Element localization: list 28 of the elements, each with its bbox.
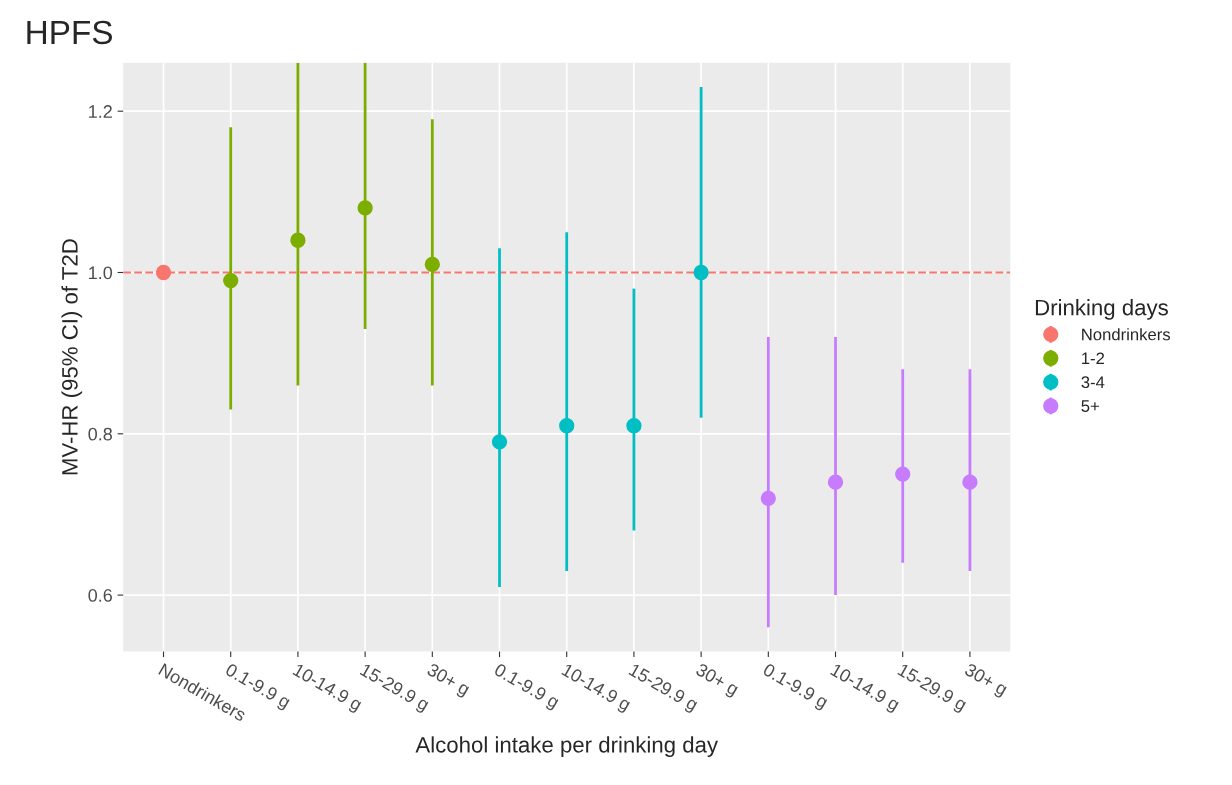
- y-tick-label: 1.2: [89, 105, 112, 118]
- x-axis-title: Alcohol intake per drinking day: [415, 736, 719, 758]
- point: [357, 200, 373, 216]
- point: [693, 264, 709, 281]
- y-tick-label: 0.8: [88, 427, 112, 441]
- x-tick-label: 30+ g: [424, 662, 471, 699]
- legend-label: 1-2: [1082, 352, 1105, 365]
- y-tick-label: 0.6: [88, 589, 112, 602]
- point: [962, 474, 978, 490]
- chart-title: HPFS: [27, 20, 113, 45]
- legend-label: 3-4: [1081, 376, 1105, 389]
- point: [827, 474, 844, 490]
- point: [626, 418, 642, 434]
- point: [491, 434, 508, 450]
- x-tick-label: 30+ g: [962, 662, 1009, 699]
- point: [223, 272, 239, 289]
- y-tick-label: 1.0: [89, 266, 113, 280]
- legend-label: Nondrinkers: [1082, 328, 1171, 341]
- point: [290, 232, 306, 248]
- point: [424, 256, 440, 273]
- x-tick-label: 30+ g: [693, 662, 740, 699]
- point: [559, 418, 575, 434]
- legend-title: Drinking days: [1035, 299, 1168, 320]
- point: [895, 466, 911, 482]
- y-axis-title: MV-HR (95% CI) of T2D: [61, 239, 83, 475]
- legend-label: 5+: [1081, 400, 1099, 412]
- point: [155, 264, 172, 281]
- point: [760, 490, 776, 506]
